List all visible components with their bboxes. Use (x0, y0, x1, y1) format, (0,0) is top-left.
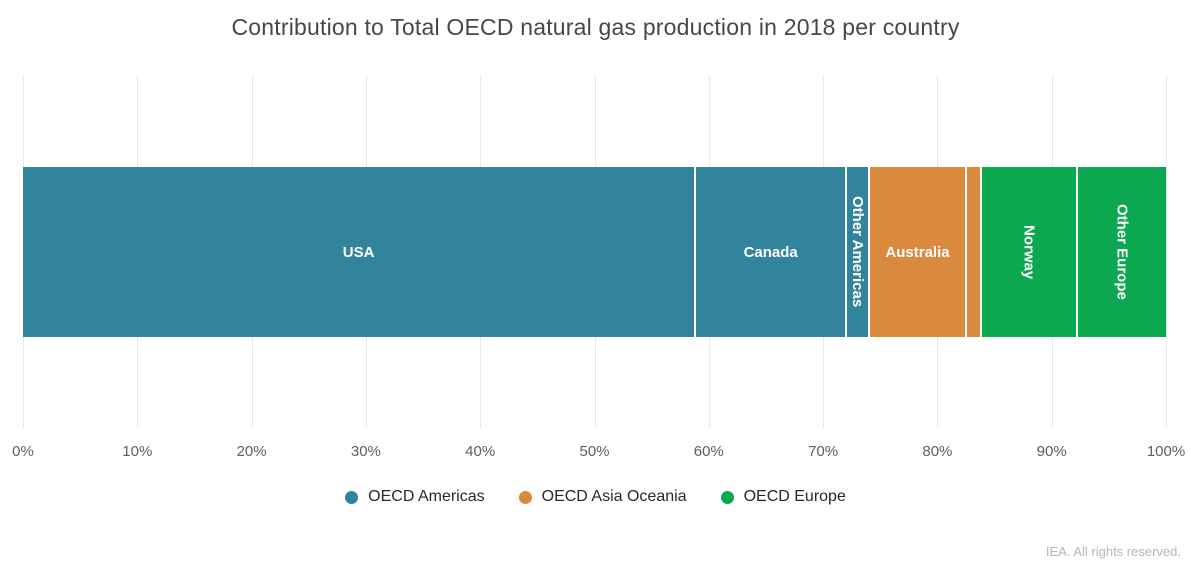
bar-segment-norway[interactable]: Norway (981, 167, 1078, 337)
segment-label: Other Europe (1113, 204, 1131, 300)
legend-swatch (345, 490, 359, 504)
bar-segment-other-asia-oceania[interactable] (967, 167, 982, 337)
segment-label: Norway (1020, 224, 1038, 280)
x-axis-label: 80% (922, 443, 953, 460)
legend-swatch (518, 490, 532, 504)
legend: OECD Americas OECD Asia Oceania OECD Europ… (0, 488, 1191, 506)
x-axis-label: 90% (1036, 443, 1067, 460)
segment-label: Other Americas (849, 196, 867, 308)
bar-segment-usa[interactable]: USA (23, 167, 697, 337)
bar-segment-australia[interactable]: Australia (869, 167, 968, 337)
legend-swatch (720, 490, 734, 504)
x-axis-label: 40% (465, 443, 496, 460)
plot-area: USA Canada Other Americas Australia Norway Ot… (12, 75, 1185, 460)
segment-label: Australia (885, 243, 950, 261)
copyright-text: IEA. All rights reserved. (1045, 544, 1181, 559)
x-axis-label: 50% (579, 443, 610, 460)
chart-title: Contribution to Total OECD natural gas p… (231, 14, 960, 40)
bar-segment-canada[interactable]: Canada (696, 167, 848, 337)
legend-label: OECD Americas (368, 488, 485, 505)
legend-label: OECD Asia Oceania (541, 488, 687, 505)
x-axis-label: 60% (693, 443, 724, 460)
legend-item-oecd-americas[interactable]: OECD Americas (345, 488, 485, 506)
bar-segment-other-americas[interactable]: Other Americas (847, 167, 870, 337)
segment-label: Canada (743, 243, 798, 261)
x-axis-label: 0% (12, 443, 34, 460)
bar-segment-other-europe[interactable]: Other Europe (1077, 167, 1166, 337)
legend-label: OECD Europe (743, 488, 846, 505)
x-axis-label: 10% (122, 443, 153, 460)
gridline (1166, 75, 1167, 428)
x-axis-label: 30% (350, 443, 381, 460)
stacked-bar: USA Canada Other Americas Australia Norway Ot… (23, 167, 1166, 337)
legend-item-oecd-asia-oceania[interactable]: OECD Asia Oceania (518, 488, 687, 506)
segment-label: USA (342, 243, 375, 261)
x-axis-label: 20% (236, 443, 267, 460)
x-axis-label: 70% (808, 443, 839, 460)
x-axis-label: 100% (1146, 443, 1186, 460)
legend-item-oecd-europe[interactable]: OECD Europe (720, 488, 846, 506)
